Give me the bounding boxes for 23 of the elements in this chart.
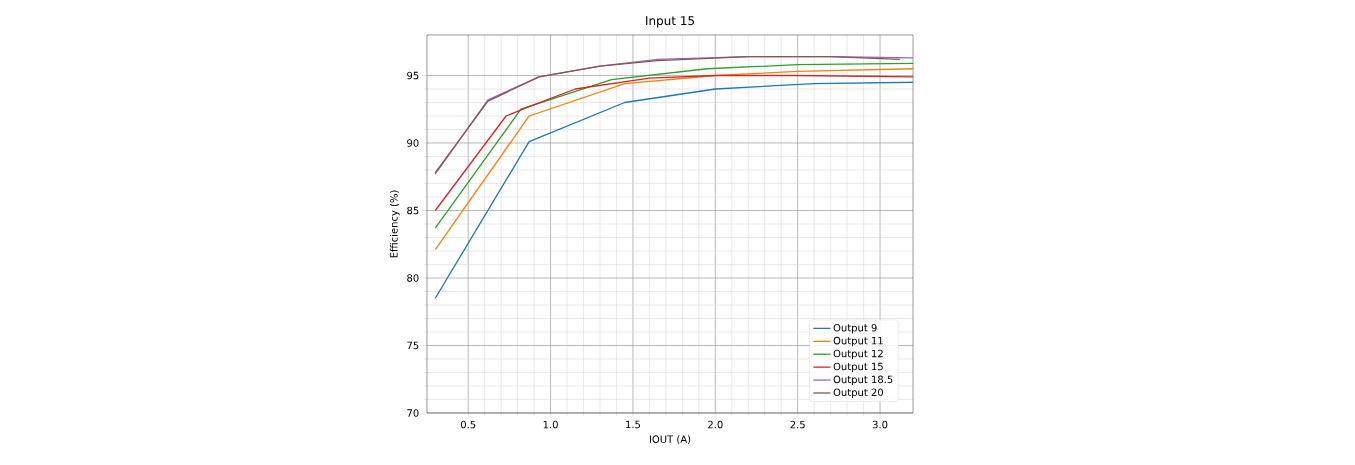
y-tick-label: 90 xyxy=(407,139,419,147)
legend-label: Output 9 xyxy=(833,323,877,334)
legend-label: Output 20 xyxy=(833,388,884,399)
y-axis-title: Efficiency (%) xyxy=(389,190,400,258)
x-tick-label: 0.5 xyxy=(460,420,476,429)
x-axis-title: IOUT (A) xyxy=(649,435,691,445)
y-tick-label: 80 xyxy=(407,274,419,282)
legend-label: Output 15 xyxy=(833,362,883,373)
y-tick-label: 85 xyxy=(407,206,419,215)
x-tick-label: 1.5 xyxy=(626,420,641,429)
x-tick-label: 2.0 xyxy=(708,420,723,429)
line-series xyxy=(434,74,913,212)
line-series xyxy=(434,81,913,299)
legend-label: Output 18.5 xyxy=(833,375,893,386)
x-tick-label: 1.0 xyxy=(543,420,558,429)
y-tick-label: 75 xyxy=(407,341,419,350)
x-tick-label: 2.5 xyxy=(790,420,805,429)
legend-label: Output 11 xyxy=(833,336,883,347)
x-tick-label: 3.0 xyxy=(872,420,888,429)
chart-title: Input 15 xyxy=(646,16,695,28)
y-tick-label: 70 xyxy=(407,409,419,417)
legend-label: Output 12 xyxy=(833,349,883,360)
y-tick-label: 95 xyxy=(407,71,419,80)
